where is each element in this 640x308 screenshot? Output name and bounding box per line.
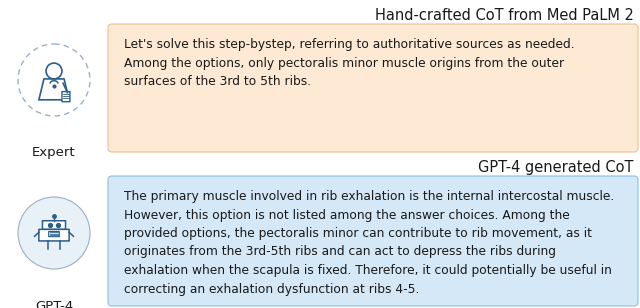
Text: Expert: Expert [32, 146, 76, 159]
FancyBboxPatch shape [108, 176, 638, 306]
FancyBboxPatch shape [39, 229, 69, 241]
Text: Hand-crafted CoT from Med PaLM 2: Hand-crafted CoT from Med PaLM 2 [375, 8, 634, 23]
Text: GPT-4: GPT-4 [35, 300, 73, 308]
Circle shape [18, 197, 90, 269]
Text: The primary muscle involved in rib exhalation is the internal intercostal muscle: The primary muscle involved in rib exhal… [124, 190, 614, 295]
Text: Let's solve this step-bystep, referring to authoritative sources as needed.
Amon: Let's solve this step-bystep, referring … [124, 38, 575, 88]
FancyBboxPatch shape [49, 232, 60, 237]
FancyBboxPatch shape [42, 221, 65, 229]
FancyBboxPatch shape [108, 24, 638, 152]
FancyBboxPatch shape [62, 91, 70, 102]
Text: GPT-4 generated CoT: GPT-4 generated CoT [479, 160, 634, 175]
